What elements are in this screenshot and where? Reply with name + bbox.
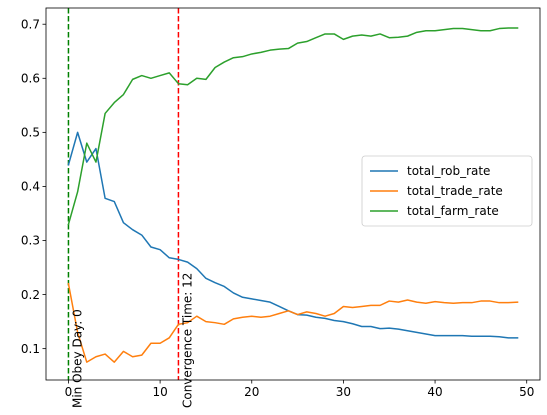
y-tick-label: 0.2: [21, 288, 40, 302]
legend: total_rob_rate total_trade_rate total_farm…: [361, 155, 533, 227]
x-tick-label: 20: [244, 385, 259, 399]
x-tick-label: 40: [427, 385, 442, 399]
y-tick-label: 0.4: [21, 180, 40, 194]
x-axis-ticks: 0 10 20 30 40 50: [65, 380, 534, 399]
axes-frame: [45, 7, 541, 381]
y-tick-label: 0.3: [21, 234, 40, 248]
y-tick-label: 0.1: [21, 342, 40, 356]
annotations: Min Obey Day: 0 Convergence Time: 12: [70, 273, 194, 408]
y-tick-label: 0.6: [21, 71, 40, 85]
series-lines: [67, 27, 519, 363]
series-line-total_farm_rate: [67, 27, 519, 226]
legend-box: [361, 155, 533, 227]
x-tick-label: 0: [65, 385, 73, 399]
series-line-total_trade_rate: [67, 282, 519, 363]
x-tick-label: 50: [519, 385, 534, 399]
annotation-label-0: Min Obey Day: 0: [70, 309, 84, 408]
y-axis-ticks: 0.1 0.2 0.3 0.4 0.5 0.6 0.7: [21, 17, 46, 356]
y-tick-label: 0.5: [21, 126, 40, 140]
x-tick-label: 10: [152, 385, 167, 399]
legend-label-total_trade_rate: total_trade_rate: [407, 184, 503, 198]
y-tick-label: 0.7: [21, 17, 40, 31]
annotation-label-1: Convergence Time: 12: [180, 273, 194, 408]
legend-label-total_rob_rate: total_rob_rate: [407, 164, 490, 178]
legend-label-total_farm_rate: total_farm_rate: [407, 204, 499, 218]
vertical-reference-lines: [67, 8, 180, 380]
x-tick-label: 30: [336, 385, 351, 399]
